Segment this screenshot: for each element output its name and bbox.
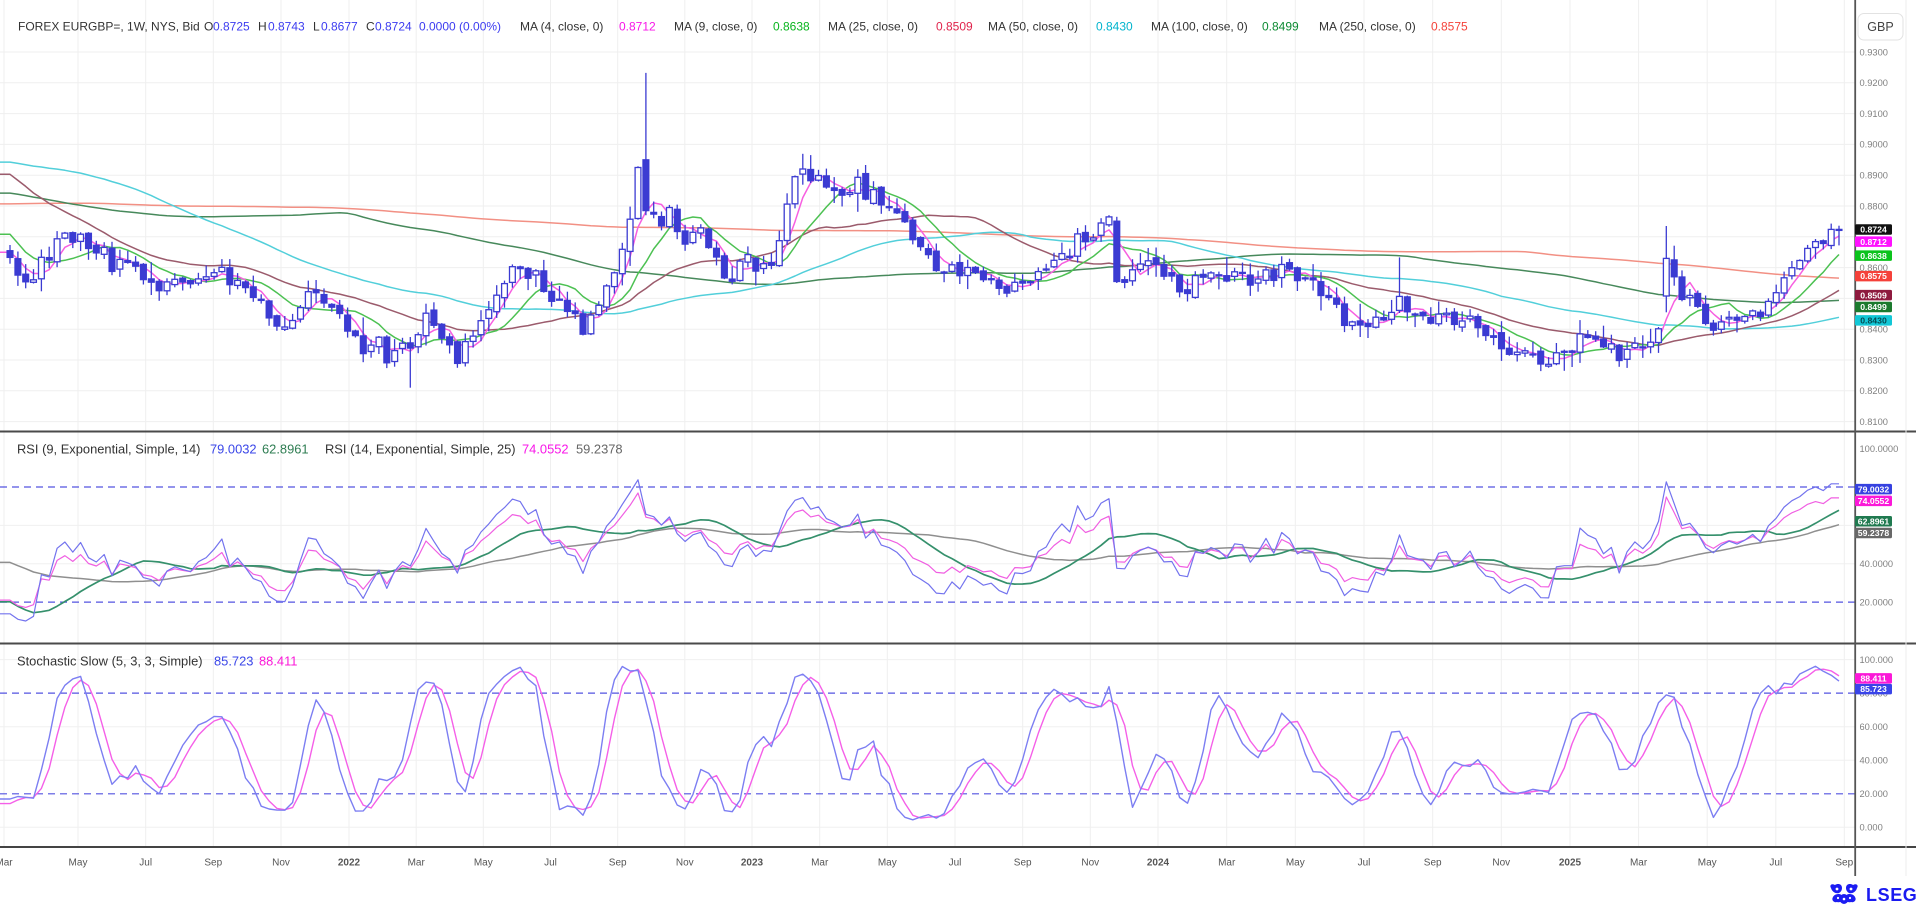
svg-text:100.000: 100.000: [1860, 655, 1894, 665]
svg-text:62.8961: 62.8961: [1858, 516, 1890, 526]
svg-text:Mar: Mar: [811, 858, 829, 869]
svg-text:0.8300: 0.8300: [1860, 355, 1888, 365]
svg-text:0.8499: 0.8499: [1860, 302, 1887, 312]
svg-text:88.411: 88.411: [1860, 674, 1886, 684]
svg-text:0.9100: 0.9100: [1860, 109, 1888, 119]
svg-text:40.0000: 40.0000: [1860, 559, 1894, 569]
svg-text:Mar: Mar: [1218, 858, 1236, 869]
svg-text:Nov: Nov: [676, 858, 694, 869]
svg-text:0.8430: 0.8430: [1860, 316, 1887, 326]
svg-text:0.9000: 0.9000: [1860, 140, 1888, 150]
svg-text:Nov: Nov: [1492, 858, 1510, 869]
svg-text:Jul: Jul: [544, 858, 557, 869]
svg-text:0.8900: 0.8900: [1860, 171, 1888, 181]
svg-text:85.723: 85.723: [1860, 684, 1887, 694]
svg-text:0.8800: 0.8800: [1860, 201, 1888, 211]
svg-text:Sep: Sep: [609, 858, 627, 869]
svg-text:0.000: 0.000: [1860, 823, 1883, 833]
svg-text:20.0000: 20.0000: [1860, 597, 1894, 607]
svg-text:74.0552: 74.0552: [1858, 496, 1890, 506]
svg-text:Sep: Sep: [1424, 858, 1442, 869]
svg-text:Jul: Jul: [1358, 858, 1371, 869]
svg-text:Mar: Mar: [408, 858, 426, 869]
svg-text:Nov: Nov: [272, 858, 290, 869]
svg-text:Jul: Jul: [139, 858, 152, 869]
svg-text:0.8575: 0.8575: [1860, 271, 1887, 281]
svg-text:Sep: Sep: [1014, 858, 1032, 869]
svg-text:LSEG: LSEG: [1866, 885, 1916, 905]
svg-text:0.9200: 0.9200: [1860, 78, 1888, 88]
svg-text:20.000: 20.000: [1860, 789, 1888, 799]
svg-text:RSI (9, Exponential, Simple, 1: RSI (9, Exponential, Simple, 14) 79.0032 6…: [17, 442, 623, 457]
svg-text:2022: 2022: [338, 858, 361, 869]
svg-text:Stochastic Slow (5, 3, 3, Simp: Stochastic Slow (5, 3, 3, Simple) 85.723 8…: [17, 654, 297, 669]
svg-text:Mar: Mar: [1630, 858, 1648, 869]
svg-text:60.000: 60.000: [1860, 722, 1888, 732]
svg-text:0.8638: 0.8638: [1860, 251, 1887, 261]
svg-text:2024: 2024: [1147, 858, 1170, 869]
svg-text:0.8724: 0.8724: [1860, 225, 1887, 235]
svg-text:May: May: [1698, 858, 1717, 869]
svg-text:0.8100: 0.8100: [1860, 417, 1888, 427]
svg-text:Sep: Sep: [1835, 858, 1853, 869]
svg-text:0.8400: 0.8400: [1860, 325, 1888, 335]
svg-text:Jul: Jul: [1769, 858, 1782, 869]
svg-text:Nov: Nov: [1081, 858, 1099, 869]
svg-text:100.0000: 100.0000: [1860, 444, 1899, 454]
svg-text:Sep: Sep: [204, 858, 222, 869]
svg-text:0.9300: 0.9300: [1860, 47, 1888, 57]
svg-text:Jul: Jul: [949, 858, 962, 869]
svg-text:May: May: [474, 858, 493, 869]
svg-text:GBP: GBP: [1867, 20, 1893, 34]
svg-text:0.8712: 0.8712: [1860, 237, 1887, 247]
svg-text:59.2378: 59.2378: [1858, 528, 1890, 538]
svg-text:2025: 2025: [1559, 858, 1582, 869]
svg-text:May: May: [69, 858, 88, 869]
svg-text:May: May: [878, 858, 897, 869]
svg-text:79.0032: 79.0032: [1858, 484, 1890, 494]
svg-text:0.8200: 0.8200: [1860, 386, 1888, 396]
svg-text:40.000: 40.000: [1860, 756, 1888, 766]
svg-text:May: May: [1286, 858, 1305, 869]
svg-text:0.8509: 0.8509: [1860, 290, 1887, 300]
svg-text:2023: 2023: [741, 858, 764, 869]
svg-text:0.8600: 0.8600: [1860, 263, 1888, 273]
svg-text:Mar: Mar: [0, 858, 13, 869]
